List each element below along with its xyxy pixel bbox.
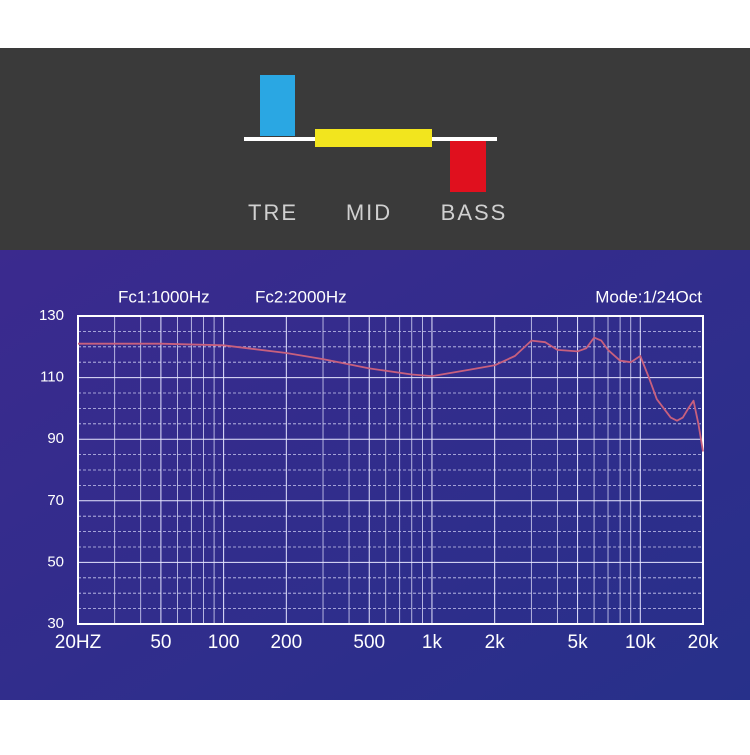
x-tick-label: 200 (270, 632, 302, 653)
y-tick-label: 130 (39, 307, 64, 324)
annotation: Fc1:1000Hz (118, 287, 210, 306)
eq-label: BASS (441, 200, 508, 225)
annotation: Fc2:2000Hz (255, 287, 347, 306)
x-tick-label: 100 (208, 632, 240, 653)
eq-label: TRE (248, 200, 298, 225)
mid-block (315, 129, 432, 147)
x-tick-label: 1k (422, 632, 443, 653)
plot-border (77, 315, 704, 625)
y-tick-label: 50 (47, 553, 64, 570)
x-tick-label: 10k (625, 632, 656, 653)
eq-label: MID (346, 200, 392, 225)
y-tick-label: 110 (40, 369, 64, 386)
y-tick-label: 90 (47, 430, 64, 447)
x-tick-label: 500 (353, 632, 385, 653)
response-curve (78, 336, 704, 452)
x-tick-label: 50 (150, 632, 171, 653)
x-tick-label: 20k (688, 632, 719, 653)
x-tick-label: 20HZ (55, 632, 102, 653)
annotation: Mode:1/24Oct (595, 287, 702, 306)
bass-block (450, 141, 486, 192)
y-tick-label: 70 (47, 492, 64, 509)
treble-block (260, 75, 295, 136)
x-tick-label: 5k (568, 632, 589, 653)
y-tick-label: 30 (47, 615, 64, 632)
x-tick-label: 2k (485, 632, 506, 653)
header-panel (0, 48, 750, 250)
